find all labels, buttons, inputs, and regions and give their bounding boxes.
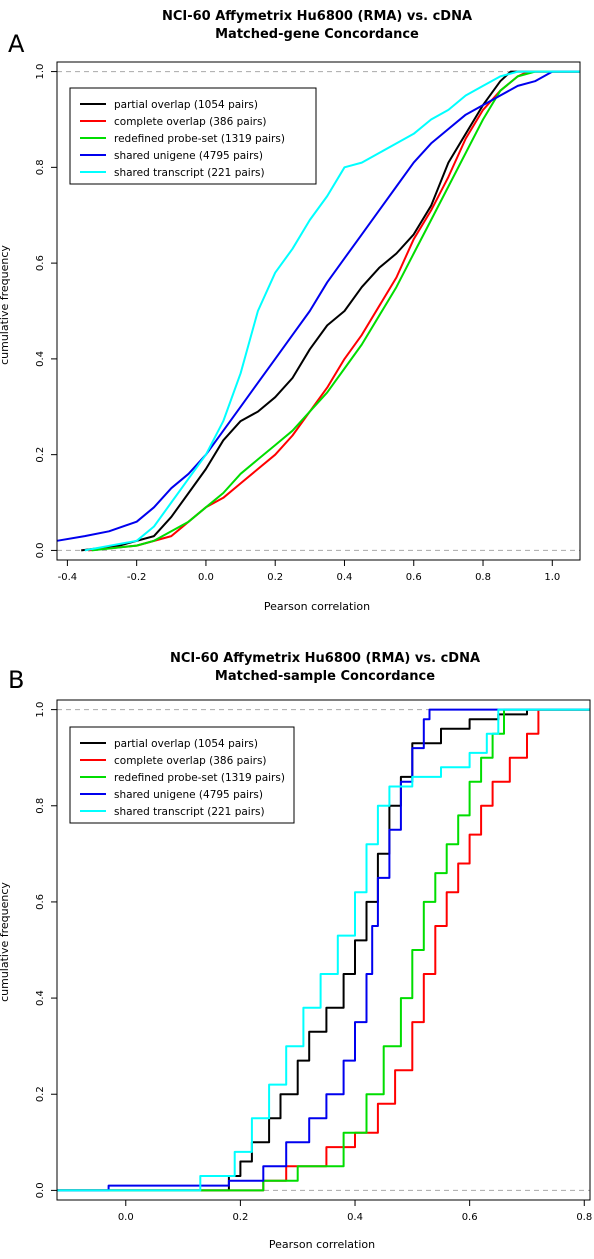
- series-line: [81, 70, 580, 552]
- legend-box: [69, 87, 317, 185]
- plot-area: -0.4 -0.2 0.0 0.2 0.4 0.6 0.8 1.0 0.0 0.2 0.4 0.6 0.…: [35, 61, 581, 583]
- panel-b: B NCI-60 Affymetrix Hu6800 (RMA) vs. cDN…: [0, 651, 592, 1251]
- y-tick-label: 0.0: [35, 542, 46, 558]
- y-tick-label: 0.4: [35, 351, 46, 367]
- legend-label: shared unigene (4795 pairs): [114, 150, 263, 162]
- legend-label: redefined probe-set (1319 pairs): [114, 772, 285, 784]
- y-axis-label: cumulative frequency: [0, 882, 11, 1002]
- x-axis-label: Pearson correlation: [264, 600, 370, 613]
- x-tick-label: 0.4: [337, 572, 353, 583]
- legend-label: redefined probe-set (1319 pairs): [114, 133, 285, 145]
- legend-label: shared transcript (221 pairs): [114, 167, 265, 179]
- series-line: [56, 70, 580, 542]
- y-axis-label: cumulative frequency: [0, 245, 11, 365]
- x-tick-label: 0.8: [576, 1212, 592, 1223]
- x-tick-label: 0.6: [406, 572, 422, 583]
- legend-label: complete overlap (386 pairs): [114, 755, 267, 767]
- panel-letter: A: [8, 30, 25, 58]
- series-line: [57, 708, 590, 1192]
- y-tick-label: 1.0: [35, 64, 46, 80]
- panel-a: A NCI-60 Affymetrix Hu6800 (RMA) vs. cDN…: [0, 9, 581, 613]
- x-tick-label: 0.6: [462, 1212, 478, 1223]
- y-tick-label: 1.0: [35, 702, 46, 718]
- x-tick-label: 1.0: [544, 572, 560, 583]
- x-axis-label: Pearson correlation: [269, 1238, 375, 1251]
- x-tick-label: 0.8: [475, 572, 491, 583]
- series-line: [57, 708, 590, 1192]
- chart-title: NCI-60 Affymetrix Hu6800 (RMA) vs. cDNA: [162, 9, 472, 24]
- panel-letter: B: [8, 666, 24, 694]
- chart-title: NCI-60 Affymetrix Hu6800 (RMA) vs. cDNA: [170, 651, 480, 666]
- legend-box: [69, 726, 295, 824]
- x-tick-label: -0.4: [58, 572, 78, 583]
- x-tick-label: 0.0: [118, 1212, 134, 1223]
- plot-area: 0.0 0.2 0.4 0.6 0.8 0.0 0.2 0.4 0.6 0.8 1.0: [35, 699, 592, 1223]
- legend-label: partial overlap (1054 pairs): [114, 99, 258, 111]
- y-tick-label: 0.6: [35, 255, 46, 271]
- x-tick-label: 0.4: [347, 1212, 363, 1223]
- series-line: [84, 70, 580, 552]
- series-line: [57, 708, 590, 1192]
- legend: partial overlap (1054 pairs) complete ove…: [69, 87, 317, 185]
- series-line: [57, 708, 590, 1192]
- x-tick-label: -0.2: [127, 572, 147, 583]
- plot-frame: [56, 61, 581, 561]
- legend-label: complete overlap (386 pairs): [114, 116, 267, 128]
- x-tick-label: 0.0: [198, 572, 214, 583]
- plot-frame: [56, 699, 591, 1201]
- y-tick-label: 0.2: [35, 447, 46, 463]
- legend-label: shared transcript (221 pairs): [114, 806, 265, 818]
- legend-label: partial overlap (1054 pairs): [114, 738, 258, 750]
- y-tick-label: 0.6: [35, 894, 46, 910]
- x-tick-label: 0.2: [267, 572, 283, 583]
- y-tick-label: 0.4: [35, 990, 46, 1006]
- legend: partial overlap (1054 pairs) complete ove…: [69, 726, 295, 824]
- chart-subtitle: Matched-gene Concordance: [215, 27, 419, 42]
- y-tick-label: 0.0: [35, 1182, 46, 1198]
- y-tick-label: 0.8: [35, 798, 46, 814]
- y-tick-label: 0.8: [35, 159, 46, 175]
- y-tick-label: 0.2: [35, 1086, 46, 1102]
- series-line: [91, 70, 580, 552]
- series-line: [57, 708, 590, 1192]
- x-tick-label: 0.2: [232, 1212, 248, 1223]
- chart-subtitle: Matched-sample Concordance: [215, 669, 435, 684]
- legend-label: shared unigene (4795 pairs): [114, 789, 263, 801]
